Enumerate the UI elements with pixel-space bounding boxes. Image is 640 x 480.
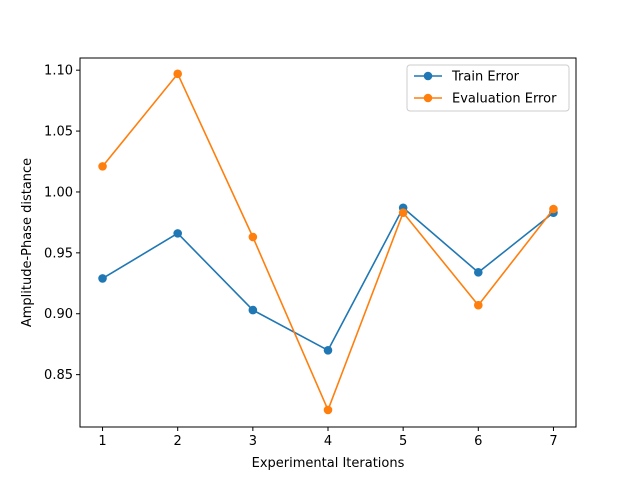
legend-train-error-marker: [423, 71, 433, 81]
evaluation-error-point: [173, 69, 182, 79]
train-error-point: [248, 305, 258, 315]
y-tick-label: 0.85: [44, 368, 73, 383]
y-tick-label: 0.95: [44, 246, 73, 261]
x-tick-label: 5: [399, 434, 407, 449]
x-tick-label: 7: [549, 434, 557, 449]
x-tick-label: 4: [324, 434, 332, 449]
y-tick-label: 1.05: [44, 125, 73, 140]
evaluation-error-point: [323, 405, 333, 415]
plot-frame: [79, 57, 577, 428]
legend-evaluation-error-marker: [423, 93, 433, 103]
legend-box: [406, 64, 570, 112]
legend-evaluation-error-label: Evaluation Error: [452, 92, 557, 107]
evaluation-error-point: [549, 204, 558, 214]
evaluation-error-point: [98, 162, 107, 171]
x-tick-label: 1: [98, 434, 106, 449]
train-error-point: [323, 345, 333, 355]
y-tick-label: 0.90: [44, 307, 73, 322]
x-tick-label: 2: [174, 434, 182, 449]
x-tick-label: 6: [474, 434, 482, 449]
legend-train-error-label: Train Error: [451, 70, 520, 85]
series-layer: [98, 69, 558, 415]
x-tick-label: 3: [249, 434, 257, 449]
train-error-line: [102, 206, 554, 352]
x-axis: 1 2 3 4 5 6 7: [98, 427, 558, 449]
x-axis-label: Experimental Iterations: [252, 456, 405, 471]
evaluation-error-point: [398, 208, 408, 217]
y-axis-label: Amplitude-Phase distance: [20, 158, 35, 327]
train-error-point: [98, 274, 107, 283]
train-error-point: [173, 229, 182, 238]
y-axis: 0.85 0.90 0.95 1.00 1.05 1.10: [44, 64, 80, 383]
evaluation-error-line: [101, 73, 555, 411]
y-tick-label: 1.00: [44, 185, 73, 200]
train-error-point: [474, 268, 483, 277]
y-tick-label: 1.10: [44, 64, 73, 79]
evaluation-error-point: [474, 300, 483, 310]
evaluation-error-point: [248, 232, 258, 242]
legend: Train Error Evaluation Error: [406, 64, 570, 112]
